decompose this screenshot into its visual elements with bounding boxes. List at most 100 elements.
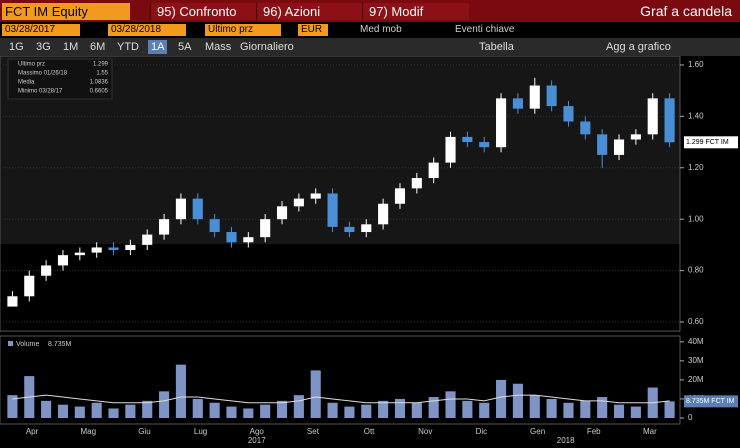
legend-name: Minimo 03/28/17	[18, 89, 63, 95]
volume-bar	[496, 379, 507, 418]
period-button[interactable]: 1M	[63, 41, 79, 53]
legend-name: Ultimo prz	[18, 62, 45, 68]
volume-legend-value: 8.735M	[48, 341, 72, 348]
volume-bar	[260, 404, 271, 418]
last-tag-bg	[684, 136, 738, 149]
candle-body	[226, 232, 237, 243]
y-tick-label: 20M	[688, 375, 704, 384]
volume-bar	[613, 404, 625, 418]
volume-bar	[7, 395, 18, 418]
candle-body	[479, 142, 490, 148]
y-tick-label: 1.60	[688, 60, 704, 69]
currency[interactable]: EUR	[298, 24, 328, 36]
period-button[interactable]: 6M	[90, 41, 106, 53]
volume-bar	[580, 400, 591, 418]
candle-body	[344, 226, 355, 233]
volume-average	[12, 394, 670, 404]
candle-body	[74, 252, 85, 256]
volume-bar	[597, 397, 608, 418]
candle-body	[428, 162, 439, 179]
menu-item[interactable]: 96) Azioni	[256, 3, 363, 20]
start-date[interactable]: 03/28/2017	[2, 24, 80, 36]
candle-body	[630, 134, 641, 140]
candle-body	[613, 139, 625, 155]
field[interactable]: Ultimo prz	[205, 24, 281, 36]
volume-bar	[378, 400, 389, 418]
last-tag: 1.299 FCT IM	[686, 139, 729, 146]
table-button[interactable]: Tabella	[479, 41, 514, 53]
add-button[interactable]: Agg a grafico	[606, 41, 671, 53]
volume-bar	[74, 406, 85, 418]
year-label: 2018	[557, 436, 575, 445]
volume-bar	[630, 406, 641, 418]
candle-body	[24, 275, 35, 297]
candle-body	[546, 85, 557, 107]
menu-item[interactable]: 97) Modif	[362, 3, 469, 20]
volume-bar	[428, 397, 439, 418]
period-button[interactable]: 3G	[36, 41, 51, 53]
period-button[interactable]: 5A	[178, 41, 192, 53]
candle-body	[209, 219, 220, 233]
volume-bar	[91, 402, 102, 418]
period-button[interactable]: YTD	[117, 41, 139, 53]
volume-bar	[445, 391, 456, 418]
volume-bar	[159, 391, 170, 418]
x-tick-label: Gen	[530, 427, 545, 436]
candle-body	[327, 193, 338, 227]
candle-body	[496, 98, 507, 148]
legend-box	[7, 58, 113, 100]
candle-body	[378, 203, 389, 225]
legend-value: 0.6605	[90, 89, 109, 95]
menu-item[interactable]: 95) Confronto	[150, 3, 257, 20]
volume-bar	[529, 395, 540, 418]
volume-tag: 8.735M FCT IM	[686, 398, 735, 405]
volume-bar	[394, 398, 406, 418]
tool-bar	[0, 38, 740, 56]
moving-average[interactable]: Med mob	[360, 24, 402, 35]
chart-kind: Graf a candela	[640, 3, 732, 19]
x-tick-label: Set	[307, 427, 320, 436]
legend-name: Massimo 01/26/18	[18, 71, 68, 77]
period-button[interactable]: 1G	[9, 41, 24, 53]
volume-bar	[108, 408, 119, 418]
x-tick-label: Mar	[643, 427, 657, 436]
candle-body	[529, 85, 540, 109]
x-tick-label: Mag	[80, 427, 96, 436]
end-date[interactable]: 03/28/2018	[108, 24, 186, 36]
volume-tag-bg	[684, 395, 738, 408]
candle-body	[142, 234, 153, 245]
key-events[interactable]: Eventi chiave	[455, 24, 515, 35]
x-tick-label: Dic	[476, 427, 488, 436]
y-tick-label: 0	[688, 413, 693, 422]
candle-body	[462, 136, 473, 143]
candle-body	[192, 198, 203, 220]
volume-bar	[411, 402, 422, 418]
volume-bar	[310, 370, 321, 418]
volume-bar	[563, 402, 574, 418]
x-tick-label: Apr	[26, 427, 39, 436]
price-panel	[0, 56, 681, 332]
candle-body	[411, 178, 422, 189]
volume-bar	[664, 401, 675, 418]
candle-body	[108, 247, 119, 251]
volume-bar	[142, 400, 153, 418]
candle-body	[7, 296, 18, 307]
x-tick-label: Ott	[364, 427, 375, 436]
volume-bar	[41, 400, 52, 418]
period-button[interactable]: 1A	[148, 40, 168, 54]
volume-legend-swatch	[8, 341, 13, 346]
candle-body	[125, 244, 136, 251]
chart: 0.60 0.80 1.00 1.20 1.40 1.60 Ultimo prz 1.299 M…	[0, 56, 738, 445]
volume-bar	[512, 383, 523, 418]
y-tick-label: 30M	[688, 356, 704, 365]
volume-bar	[209, 402, 220, 418]
candle-body	[91, 247, 102, 253]
security[interactable]: FCT IM Equity	[2, 3, 130, 20]
legend-value: 1.0836	[90, 80, 109, 86]
x-tick-label: Lug	[194, 427, 207, 436]
legend-value: 1.299	[93, 62, 109, 68]
period-button[interactable]: Mass	[205, 41, 232, 53]
frequency[interactable]: Giornaliero	[240, 41, 294, 53]
volume-bar	[276, 400, 288, 418]
volume-bar	[57, 404, 69, 418]
